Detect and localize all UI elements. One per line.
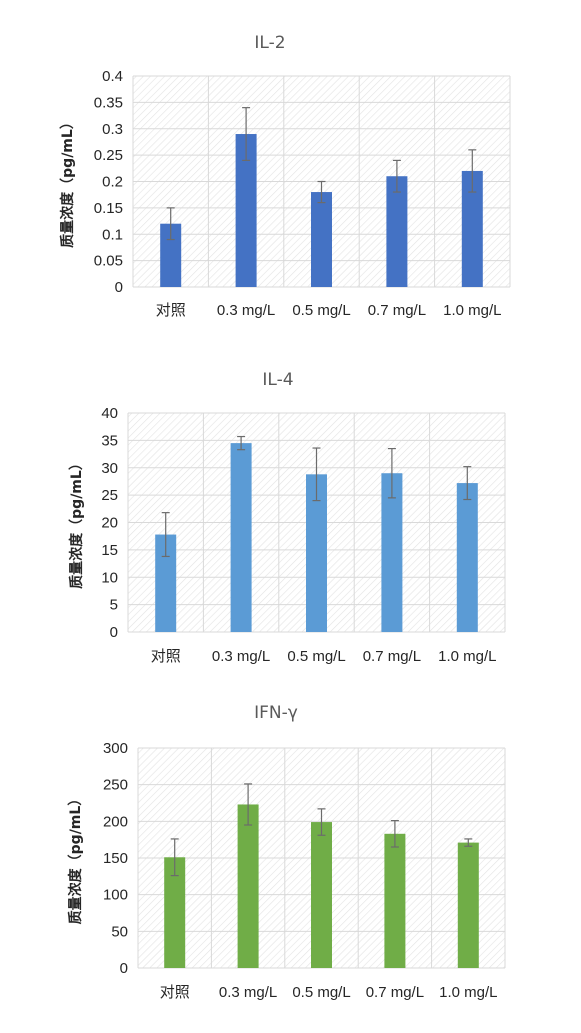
chart-title: IFN-γ (254, 703, 298, 723)
bar (386, 176, 408, 287)
y-tick-label: 0 (120, 960, 128, 977)
y-axis-label: 质量浓度（pg/mL） (59, 115, 76, 248)
y-tick-label: 15 (101, 542, 118, 559)
bar (311, 192, 332, 287)
x-tick-label: 1.0 mg/L (439, 984, 497, 1001)
bar (311, 822, 332, 968)
y-tick-label: 0.35 (94, 94, 123, 111)
y-tick-label: 100 (103, 887, 128, 904)
y-tick-label: 0.1 (102, 226, 123, 243)
bar (384, 833, 406, 968)
y-tick-label: 0.25 (94, 147, 123, 164)
y-tick-label: 40 (101, 405, 118, 422)
y-tick-label: 25 (101, 487, 118, 504)
y-tick-label: 150 (103, 850, 128, 867)
x-tick-label: 1.0 mg/L (438, 648, 496, 665)
y-tick-label: 200 (103, 813, 128, 830)
x-tick-label: 0.7 mg/L (363, 648, 421, 665)
bar (457, 842, 479, 968)
x-tick-label: 0.5 mg/L (292, 302, 350, 319)
chart-0: IL-2 0 0.05 0.1 0.15 0.2 0.25 0.3 0.35 0.4 对照 0.3 m… (59, 33, 511, 319)
y-tick-label: 50 (111, 923, 128, 940)
y-tick-label: 10 (101, 569, 118, 586)
x-tick-label: 0.5 mg/L (292, 984, 350, 1001)
y-tick-label: 0.4 (102, 68, 123, 85)
bar (230, 443, 252, 632)
bar (456, 483, 478, 632)
y-tick-label: 300 (103, 740, 128, 757)
chart-title: IL-2 (254, 33, 285, 53)
bar (237, 804, 259, 968)
y-tick-label: 0.05 (94, 253, 123, 270)
y-axis-label: 质量浓度（pg/mL） (68, 456, 85, 589)
y-tick-label: 20 (101, 515, 118, 532)
chart-1: IL-4 0 5 10 15 20 25 30 35 40 对照 0.3 mg/L 0.5 mg/L 0.… (68, 370, 506, 665)
x-tick-label: 对照 (151, 648, 181, 665)
x-tick-label: 对照 (156, 302, 186, 319)
x-tick-label: 1.0 mg/L (443, 302, 501, 319)
chart-title: IL-4 (262, 370, 293, 390)
bar (381, 473, 403, 632)
y-tick-label: 0.2 (102, 174, 123, 191)
y-tick-label: 30 (101, 460, 118, 477)
y-axis-label: 质量浓度（pg/mL） (67, 792, 84, 925)
x-tick-label: 0.3 mg/L (217, 302, 275, 319)
bar (235, 134, 257, 287)
y-tick-label: 250 (103, 777, 128, 794)
y-tick-label: 0 (110, 624, 118, 641)
y-tick-label: 5 (110, 597, 118, 614)
x-tick-label: 0.7 mg/L (368, 302, 426, 319)
x-tick-label: 0.5 mg/L (287, 648, 345, 665)
x-tick-label: 0.3 mg/L (219, 984, 277, 1001)
x-tick-label: 对照 (160, 984, 190, 1001)
bar (164, 857, 186, 968)
bar (155, 534, 177, 632)
x-tick-label: 0.7 mg/L (366, 984, 424, 1001)
y-tick-label: 0 (115, 279, 123, 296)
bar (461, 170, 483, 287)
y-tick-label: 0.3 (102, 121, 123, 138)
bar (306, 474, 327, 632)
bar (160, 223, 182, 287)
y-tick-label: 35 (101, 432, 118, 449)
y-tick-label: 0.15 (94, 200, 123, 217)
chart-2: IFN-γ 0 50 100 150 200 250 300 对照 0.3 mg/L 0.5 mg/… (67, 703, 506, 1001)
x-tick-label: 0.3 mg/L (212, 648, 270, 665)
